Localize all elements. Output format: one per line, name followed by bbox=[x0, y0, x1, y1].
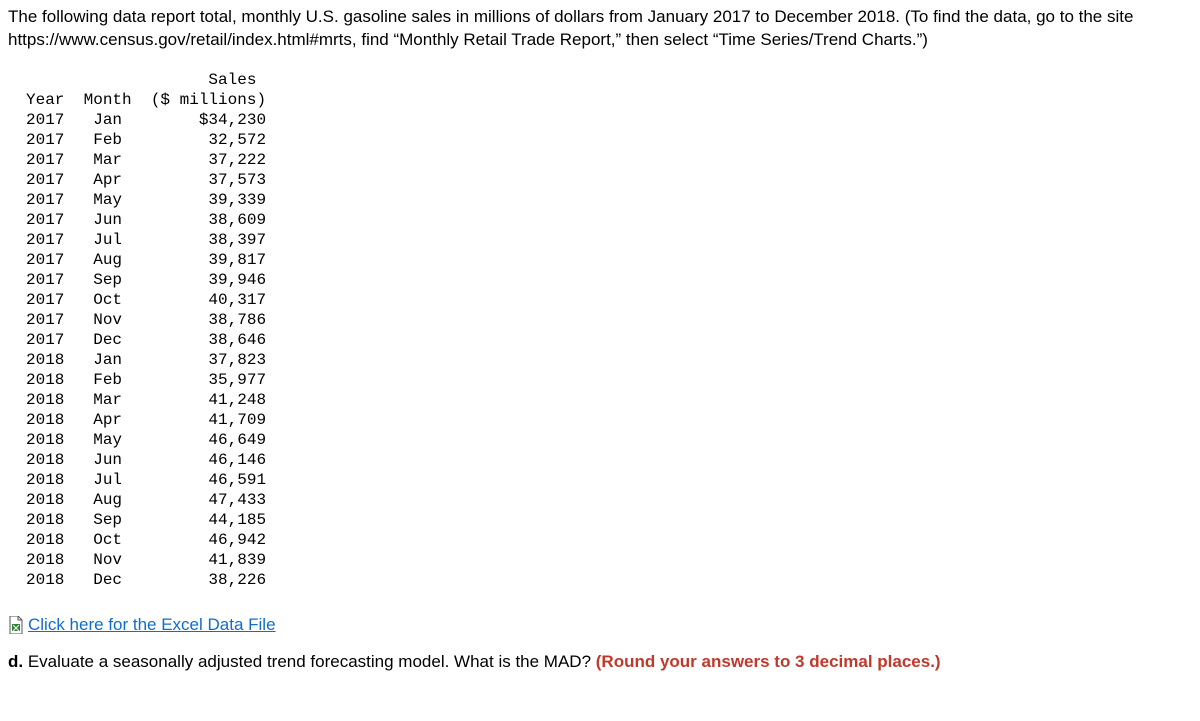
excel-link-row: Click here for the Excel Data File bbox=[8, 614, 1192, 637]
intro-paragraph: The following data report total, monthly… bbox=[8, 6, 1192, 52]
question-hint: (Round your answers to 3 decimal places.… bbox=[596, 652, 941, 671]
question-text: Evaluate a seasonally adjusted trend for… bbox=[28, 652, 596, 671]
excel-data-file-link[interactable]: Click here for the Excel Data File bbox=[28, 614, 276, 637]
question-d: d. Evaluate a seasonally adjusted trend … bbox=[8, 651, 1192, 674]
file-icon bbox=[8, 616, 24, 634]
question-letter: d. bbox=[8, 652, 23, 671]
sales-data-table: Sales Year Month ($ millions) 2017 Jan $… bbox=[26, 70, 1192, 590]
